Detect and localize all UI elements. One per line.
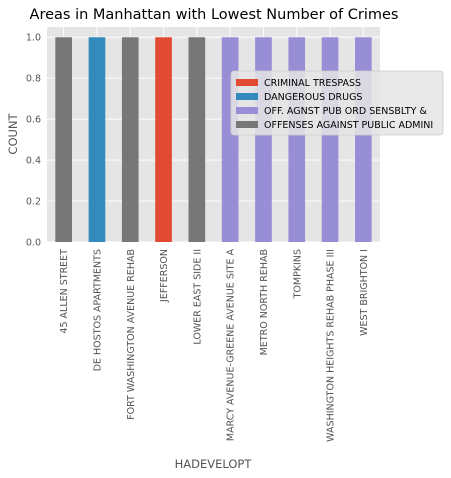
y-axis-label: COUNT	[6, 112, 20, 154]
legend: CRIMINAL TRESPASS DANGEROUS DRUGS OFF. AGN…	[230, 70, 444, 136]
y-tick-label: 0.4	[26, 156, 41, 167]
chart-title: Areas in Manhattan with Lowest Number of…	[30, 7, 399, 23]
x-tick-label: MARCY AVENUE-GREENE AVENUE SITE A	[226, 249, 237, 442]
bar	[121, 37, 139, 242]
x-axis-ticks: 45 ALLEN STREET DE HOSTOS APARTMENTS FORT …	[59, 249, 370, 442]
x-tick-label: LOWER EAST SIDE II	[192, 249, 203, 345]
x-tick-label: DE HOSTOS APARTMENTS	[92, 249, 103, 371]
x-tick-label: WASHINGTON HEIGHTS REHAB PHASE III	[326, 249, 337, 442]
legend-label: OFFENSES AGAINST PUBLIC ADMINI	[264, 120, 433, 131]
legend-swatch	[236, 93, 258, 100]
y-tick-label: 0.0	[26, 238, 41, 249]
bar	[288, 37, 306, 242]
legend-label: DANGEROUS DRUGS	[264, 92, 362, 103]
bar	[221, 37, 239, 242]
legend-frame	[230, 70, 444, 136]
y-tick-label: 0.8	[26, 74, 41, 85]
x-tick-label: FORT WASHINGTON AVENUE REHAB	[126, 249, 137, 420]
x-tick-label: 45 ALLEN STREET	[59, 249, 70, 334]
bars	[55, 37, 372, 242]
legend-swatch	[236, 107, 258, 114]
bar	[88, 37, 106, 242]
legend-swatch	[236, 79, 258, 86]
x-axis-label: HADEVELOPT	[175, 457, 253, 471]
bar	[355, 37, 372, 242]
bar	[155, 37, 172, 242]
legend-swatch	[236, 121, 258, 128]
y-tick-label: 1.0	[26, 33, 41, 44]
bar	[188, 37, 206, 242]
x-tick-label: WEST BRIGHTON I	[359, 249, 370, 336]
bar	[321, 37, 339, 242]
x-tick-label: TOMPKINS	[292, 249, 303, 299]
x-tick-label: METRO NORTH REHAB	[259, 249, 270, 355]
bar	[255, 37, 272, 242]
bar	[55, 37, 72, 242]
legend-label: CRIMINAL TRESPASS	[264, 78, 361, 89]
x-tick-label: JEFFERSON	[159, 249, 170, 303]
legend-label: OFF. AGNST PUB ORD SENSBLTY &	[264, 106, 428, 117]
y-tick-label: 0.6	[26, 115, 41, 126]
y-tick-label: 0.2	[26, 197, 41, 208]
y-axis-ticks: 0.0 0.2 0.4 0.6 0.8 1.0	[26, 33, 41, 249]
